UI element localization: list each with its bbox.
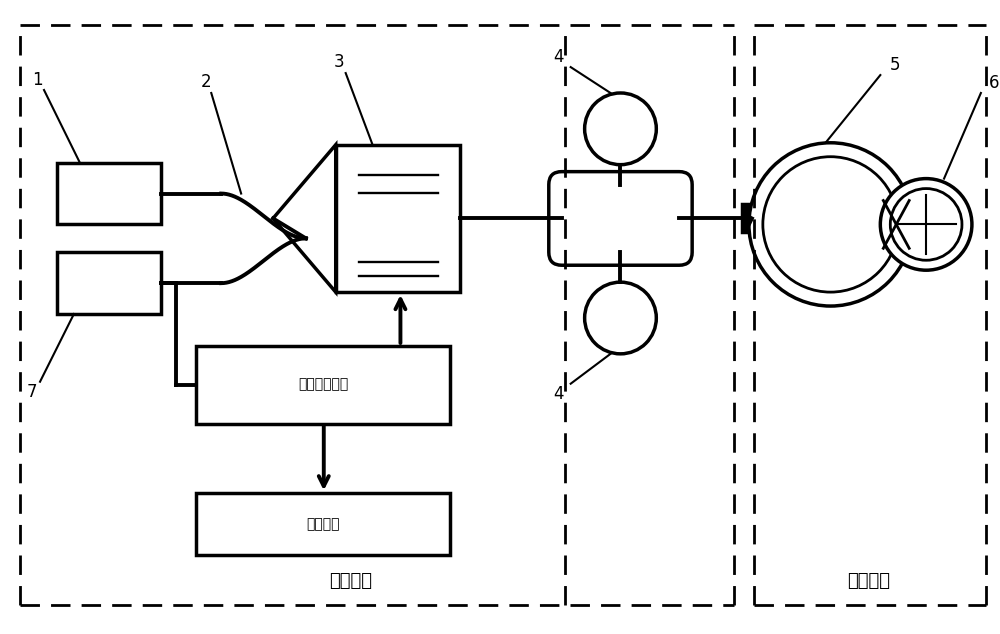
Circle shape	[585, 93, 656, 165]
Text: 传感单元: 传感单元	[847, 572, 890, 590]
Text: 5: 5	[890, 56, 901, 74]
Text: 1: 1	[32, 71, 42, 89]
Bar	[336, 145, 460, 292]
FancyBboxPatch shape	[549, 172, 692, 265]
Text: 控制单元: 控制单元	[329, 572, 372, 590]
Bar	[742, 205, 752, 233]
Text: 3: 3	[333, 53, 344, 71]
Circle shape	[585, 282, 656, 354]
Bar	[196, 493, 450, 555]
Polygon shape	[273, 145, 336, 292]
Text: 2: 2	[201, 73, 212, 91]
Circle shape	[880, 179, 972, 270]
Bar	[57, 252, 161, 314]
Text: 4: 4	[553, 48, 564, 66]
Text: 信号采集单元: 信号采集单元	[298, 378, 348, 392]
Circle shape	[890, 188, 962, 260]
Bar	[57, 163, 161, 224]
Text: 合并单元: 合并单元	[307, 517, 340, 531]
Text: 4: 4	[553, 385, 564, 403]
Circle shape	[749, 143, 912, 306]
Text: 7: 7	[27, 383, 37, 401]
Bar	[196, 346, 450, 424]
Text: 6: 6	[989, 74, 999, 92]
Circle shape	[763, 157, 898, 292]
